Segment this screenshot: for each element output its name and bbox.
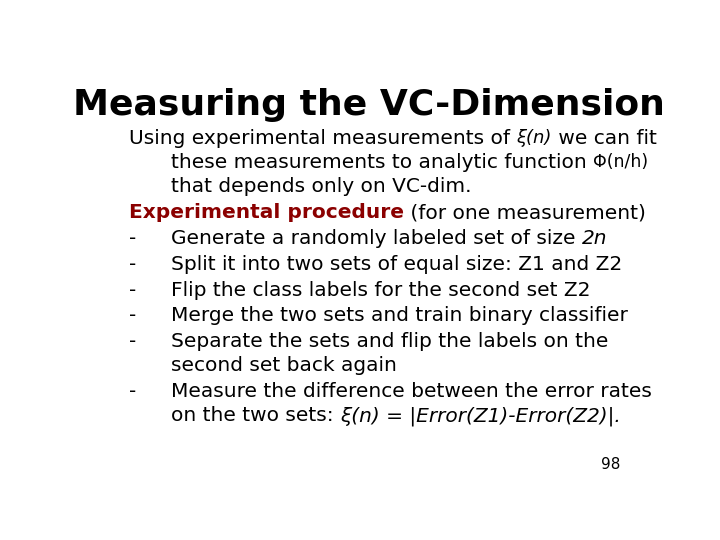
Text: ξ(n) = |Error(Z1)-Error(Z2)|.: ξ(n) = |Error(Z1)-Error(Z2)|. <box>340 406 621 426</box>
Text: -: - <box>129 332 136 351</box>
Text: -: - <box>129 255 136 274</box>
Text: that depends only on VC-dim.: that depends only on VC-dim. <box>171 178 472 197</box>
Text: Φ(n/h): Φ(n/h) <box>593 153 648 171</box>
Text: -: - <box>129 229 136 248</box>
Text: these measurements to analytic function: these measurements to analytic function <box>171 153 593 172</box>
Text: Using experimental measurements of: Using experimental measurements of <box>129 129 516 149</box>
Text: 98: 98 <box>600 457 620 472</box>
Text: Separate the sets and flip the labels on the: Separate the sets and flip the labels on… <box>171 332 608 351</box>
Text: second set back again: second set back again <box>171 356 397 375</box>
Text: Split it into two sets of equal size: Z1 and Z2: Split it into two sets of equal size: Z1… <box>171 255 622 274</box>
Text: we can fit: we can fit <box>552 129 657 149</box>
Text: Measuring the VC-Dimension: Measuring the VC-Dimension <box>73 87 665 122</box>
Text: Flip the class labels for the second set Z2: Flip the class labels for the second set… <box>171 281 590 300</box>
Text: -: - <box>129 382 136 401</box>
Text: ξ(n): ξ(n) <box>516 129 552 147</box>
Text: Generate a randomly labeled set of size: Generate a randomly labeled set of size <box>171 229 582 248</box>
Text: Merge the two sets and train binary classifier: Merge the two sets and train binary clas… <box>171 306 628 326</box>
Text: -: - <box>129 306 136 326</box>
Text: Experimental procedure: Experimental procedure <box>129 203 404 222</box>
Text: on the two sets:: on the two sets: <box>171 406 340 425</box>
Text: Measure the difference between the error rates: Measure the difference between the error… <box>171 382 652 401</box>
Text: -: - <box>129 281 136 300</box>
Text: (for one measurement): (for one measurement) <box>404 203 646 222</box>
Text: 2n: 2n <box>582 229 607 248</box>
